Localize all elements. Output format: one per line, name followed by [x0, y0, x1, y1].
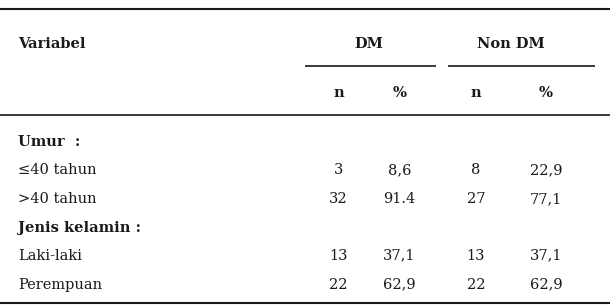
Text: ≤40 tahun: ≤40 tahun: [18, 163, 97, 177]
Text: 62,9: 62,9: [529, 278, 562, 292]
Text: Non DM: Non DM: [477, 37, 545, 51]
Text: 37,1: 37,1: [383, 248, 416, 263]
Text: 13: 13: [329, 248, 348, 263]
Text: n: n: [333, 86, 344, 100]
Text: 22: 22: [467, 278, 485, 292]
Text: Variabel: Variabel: [18, 37, 86, 51]
Text: 91.4: 91.4: [384, 192, 415, 206]
Text: 37,1: 37,1: [529, 248, 562, 263]
Text: 77,1: 77,1: [529, 192, 562, 206]
Text: Laki-laki: Laki-laki: [18, 248, 82, 263]
Text: 32: 32: [329, 192, 348, 206]
Text: 22: 22: [329, 278, 348, 292]
Text: %: %: [393, 86, 406, 100]
Text: Umur  :: Umur :: [18, 135, 81, 149]
Text: 8,6: 8,6: [388, 163, 411, 177]
Text: Jenis kelamin :: Jenis kelamin :: [18, 221, 142, 235]
Text: 3: 3: [334, 163, 343, 177]
Text: DM: DM: [354, 37, 384, 51]
Text: 8: 8: [471, 163, 481, 177]
Text: 62,9: 62,9: [383, 278, 416, 292]
Text: %: %: [539, 86, 553, 100]
Text: Perempuan: Perempuan: [18, 278, 102, 292]
Text: 27: 27: [467, 192, 485, 206]
Text: 13: 13: [467, 248, 485, 263]
Text: 22,9: 22,9: [529, 163, 562, 177]
Text: n: n: [470, 86, 481, 100]
Text: >40 tahun: >40 tahun: [18, 192, 97, 206]
